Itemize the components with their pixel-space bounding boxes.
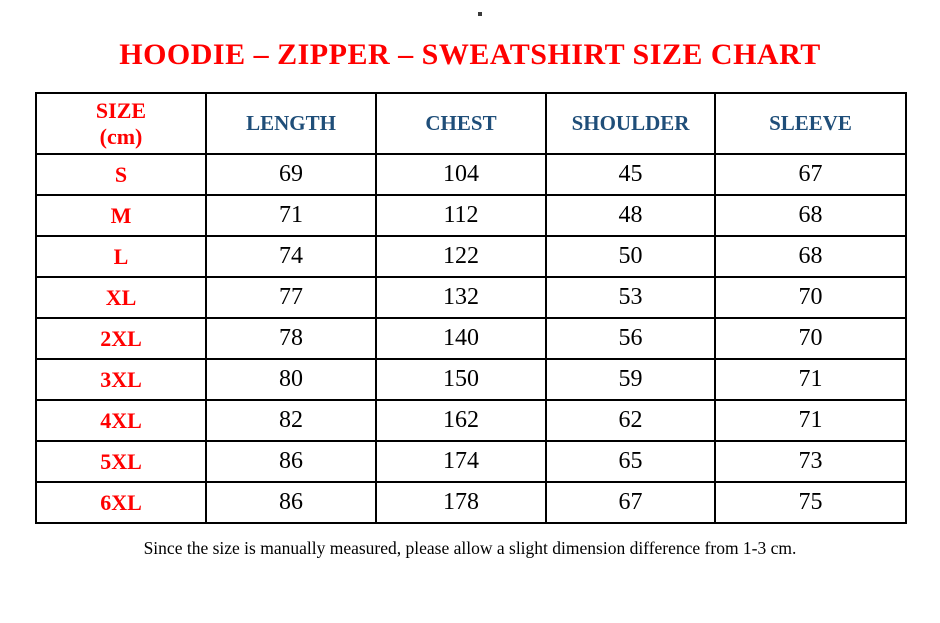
length-cell: 86 [205, 481, 377, 524]
sleeve-cell: 73 [714, 440, 907, 483]
sleeve-cell: 70 [714, 276, 907, 319]
sleeve-cell: 75 [714, 481, 907, 524]
size-column-header: SIZE (cm) [35, 92, 207, 155]
length-cell: 86 [205, 440, 377, 483]
table-row: 2XL 78 140 56 70 [35, 317, 907, 360]
shoulder-cell: 62 [545, 399, 716, 442]
shoulder-cell: 45 [545, 153, 716, 196]
size-cell: 6XL [35, 481, 207, 524]
length-cell: 82 [205, 399, 377, 442]
shoulder-cell: 48 [545, 194, 716, 237]
measurement-disclaimer: Since the size is manually measured, ple… [143, 538, 797, 558]
length-cell: 69 [205, 153, 377, 196]
table-row: S 69 104 45 67 [35, 153, 907, 196]
chest-cell: 140 [375, 317, 547, 360]
size-chart-table: SIZE (cm) LENGTH CHEST SHOULDER SLEEVE S… [35, 92, 907, 524]
length-cell: 77 [205, 276, 377, 319]
table-row: 6XL 86 178 67 75 [35, 481, 907, 524]
size-cell: 5XL [35, 440, 207, 483]
size-cell: 2XL [35, 317, 207, 360]
shoulder-cell: 56 [545, 317, 716, 360]
table-row: M 71 112 48 68 [35, 194, 907, 237]
table-row: L 74 122 50 68 [35, 235, 907, 278]
chest-cell: 122 [375, 235, 547, 278]
chest-cell: 174 [375, 440, 547, 483]
table-row: 5XL 86 174 65 73 [35, 440, 907, 483]
table-header-row: SIZE (cm) LENGTH CHEST SHOULDER SLEEVE [35, 92, 907, 155]
chest-cell: 132 [375, 276, 547, 319]
chest-cell: 178 [375, 481, 547, 524]
size-cell: S [35, 153, 207, 196]
shoulder-cell: 67 [545, 481, 716, 524]
table-row: 3XL 80 150 59 71 [35, 358, 907, 401]
length-column-header: LENGTH [205, 92, 377, 155]
table-row: XL 77 132 53 70 [35, 276, 907, 319]
sleeve-cell: 68 [714, 235, 907, 278]
chest-cell: 104 [375, 153, 547, 196]
size-cell: 4XL [35, 399, 207, 442]
length-cell: 78 [205, 317, 377, 360]
sleeve-cell: 67 [714, 153, 907, 196]
chest-cell: 150 [375, 358, 547, 401]
shoulder-cell: 65 [545, 440, 716, 483]
size-cell: XL [35, 276, 207, 319]
size-cell: M [35, 194, 207, 237]
table-row: 4XL 82 162 62 71 [35, 399, 907, 442]
shoulder-cell: 50 [545, 235, 716, 278]
shoulder-column-header: SHOULDER [545, 92, 716, 155]
length-cell: 74 [205, 235, 377, 278]
shoulder-cell: 53 [545, 276, 716, 319]
sleeve-cell: 71 [714, 358, 907, 401]
size-header-line1: SIZE [95, 98, 147, 124]
sleeve-column-header: SLEEVE [714, 92, 907, 155]
length-cell: 80 [205, 358, 377, 401]
sleeve-cell: 71 [714, 399, 907, 442]
chest-cell: 112 [375, 194, 547, 237]
shoulder-cell: 59 [545, 358, 716, 401]
size-header-line2: (cm) [99, 123, 143, 149]
chest-cell: 162 [375, 399, 547, 442]
sleeve-cell: 68 [714, 194, 907, 237]
sleeve-cell: 70 [714, 317, 907, 360]
size-cell: 3XL [35, 358, 207, 401]
length-cell: 71 [205, 194, 377, 237]
stray-dot-mark [478, 12, 482, 16]
page-title: HOODIE – ZIPPER – SWEATSHIRT SIZE CHART [119, 38, 821, 71]
chest-column-header: CHEST [375, 92, 547, 155]
size-cell: L [35, 235, 207, 278]
